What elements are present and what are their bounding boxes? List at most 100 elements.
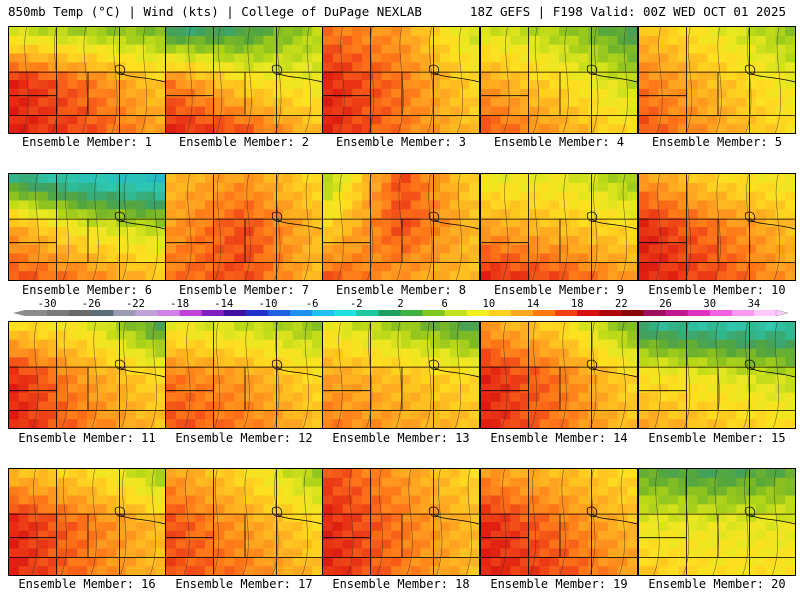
temperature-cell	[283, 88, 294, 99]
temperature-cell	[490, 62, 502, 72]
temperature-cell	[195, 495, 206, 505]
temperature-cell	[440, 253, 451, 263]
temperature-cell	[185, 495, 196, 505]
temperature-cell	[578, 80, 589, 90]
temperature-cell	[87, 174, 98, 184]
temperature-cell	[352, 227, 363, 237]
temperature-cell	[678, 330, 689, 341]
temperature-cell	[726, 244, 738, 255]
height-contour	[559, 469, 566, 575]
temperature-cell	[253, 530, 265, 541]
temperature-cell	[568, 174, 580, 184]
temperature-cell	[401, 392, 412, 403]
temperature-cell	[352, 548, 363, 558]
temperature-cell	[588, 62, 599, 72]
temperature-cell	[785, 124, 795, 133]
temperature-field-map	[639, 469, 795, 575]
temperature-cell	[391, 235, 402, 246]
temperature-cell	[106, 235, 117, 246]
temperature-cell	[726, 469, 738, 479]
temperature-cell	[529, 469, 541, 479]
temperature-cell	[18, 115, 30, 125]
temperature-cell	[529, 53, 541, 63]
temperature-cell	[362, 375, 373, 385]
temperature-cell	[775, 62, 786, 72]
colorbar-swatch	[621, 310, 644, 316]
temperature-cell	[342, 392, 353, 403]
temperature-cell	[529, 486, 541, 497]
temperature-cell	[38, 410, 49, 420]
temperature-cell	[323, 200, 334, 210]
temperature-cell	[775, 375, 786, 385]
temperature-cell	[352, 530, 363, 541]
temperature-cell	[449, 357, 461, 367]
temperature-cell	[539, 227, 550, 237]
temperature-cell	[568, 218, 580, 228]
temperature-cell	[440, 486, 451, 497]
temperature-cell	[627, 53, 637, 63]
temperature-cell	[658, 401, 669, 411]
temperature-cell	[500, 357, 511, 367]
temperature-cell	[67, 53, 78, 63]
temperature-cell	[253, 539, 265, 550]
temperature-cell	[166, 271, 177, 280]
temperature-cell	[166, 383, 177, 394]
height-contour	[773, 174, 780, 280]
temperature-cell	[195, 27, 206, 37]
temperature-cell	[726, 383, 738, 394]
temperature-cell	[362, 200, 373, 210]
temperature-cell	[726, 557, 738, 567]
temperature-cell	[736, 330, 747, 341]
temperature-cell	[106, 271, 117, 280]
temperature-cell	[391, 366, 402, 376]
temperature-cell	[48, 539, 59, 550]
temperature-cell	[469, 227, 479, 237]
temperature-cell	[332, 410, 344, 420]
temperature-cell	[253, 330, 265, 341]
temperature-cell	[559, 115, 570, 125]
temperature-cell	[87, 486, 98, 497]
temperature-cell	[765, 44, 777, 55]
temperature-cell	[568, 375, 580, 385]
temperature-cell	[283, 522, 294, 532]
temperature-cell	[588, 392, 599, 403]
temperature-cell	[57, 71, 69, 81]
temperature-cell	[598, 383, 609, 394]
temperature-cell	[253, 401, 265, 411]
temperature-cell	[244, 124, 255, 133]
temperature-cell	[648, 244, 660, 255]
temperature-cell	[116, 106, 127, 116]
temperature-cell	[717, 383, 728, 394]
temperature-cell	[116, 182, 127, 193]
temperature-cell	[352, 244, 363, 255]
temperature-cell	[67, 477, 78, 488]
temperature-cell	[155, 486, 165, 497]
temperature-cell	[391, 522, 402, 532]
temperature-cell	[244, 530, 255, 541]
temperature-cell	[687, 80, 699, 90]
temperature-cell	[273, 124, 284, 133]
lake-outline	[114, 359, 126, 370]
temperature-cell	[410, 322, 422, 332]
temperature-cell	[500, 504, 511, 514]
temperature-cell	[352, 410, 363, 420]
temperature-cell	[459, 244, 470, 255]
temperature-cell	[639, 271, 650, 280]
temperature-cell	[401, 566, 412, 575]
temperature-cell	[568, 227, 580, 237]
temperature-cell	[175, 357, 187, 367]
temperature-cell	[490, 566, 502, 575]
temperature-cell	[332, 27, 344, 37]
temperature-cell	[312, 522, 322, 532]
temperature-cell	[765, 486, 777, 497]
temperature-cell	[205, 383, 216, 394]
temperature-cell	[520, 235, 531, 246]
temperature-cell	[18, 339, 30, 350]
temperature-cell	[9, 410, 20, 420]
temperature-cell	[459, 53, 470, 63]
temperature-cell	[481, 44, 492, 55]
temperature-cell	[145, 357, 156, 367]
temperature-cell	[459, 366, 470, 376]
temperature-cell	[38, 115, 49, 125]
temperature-cell	[687, 469, 699, 479]
